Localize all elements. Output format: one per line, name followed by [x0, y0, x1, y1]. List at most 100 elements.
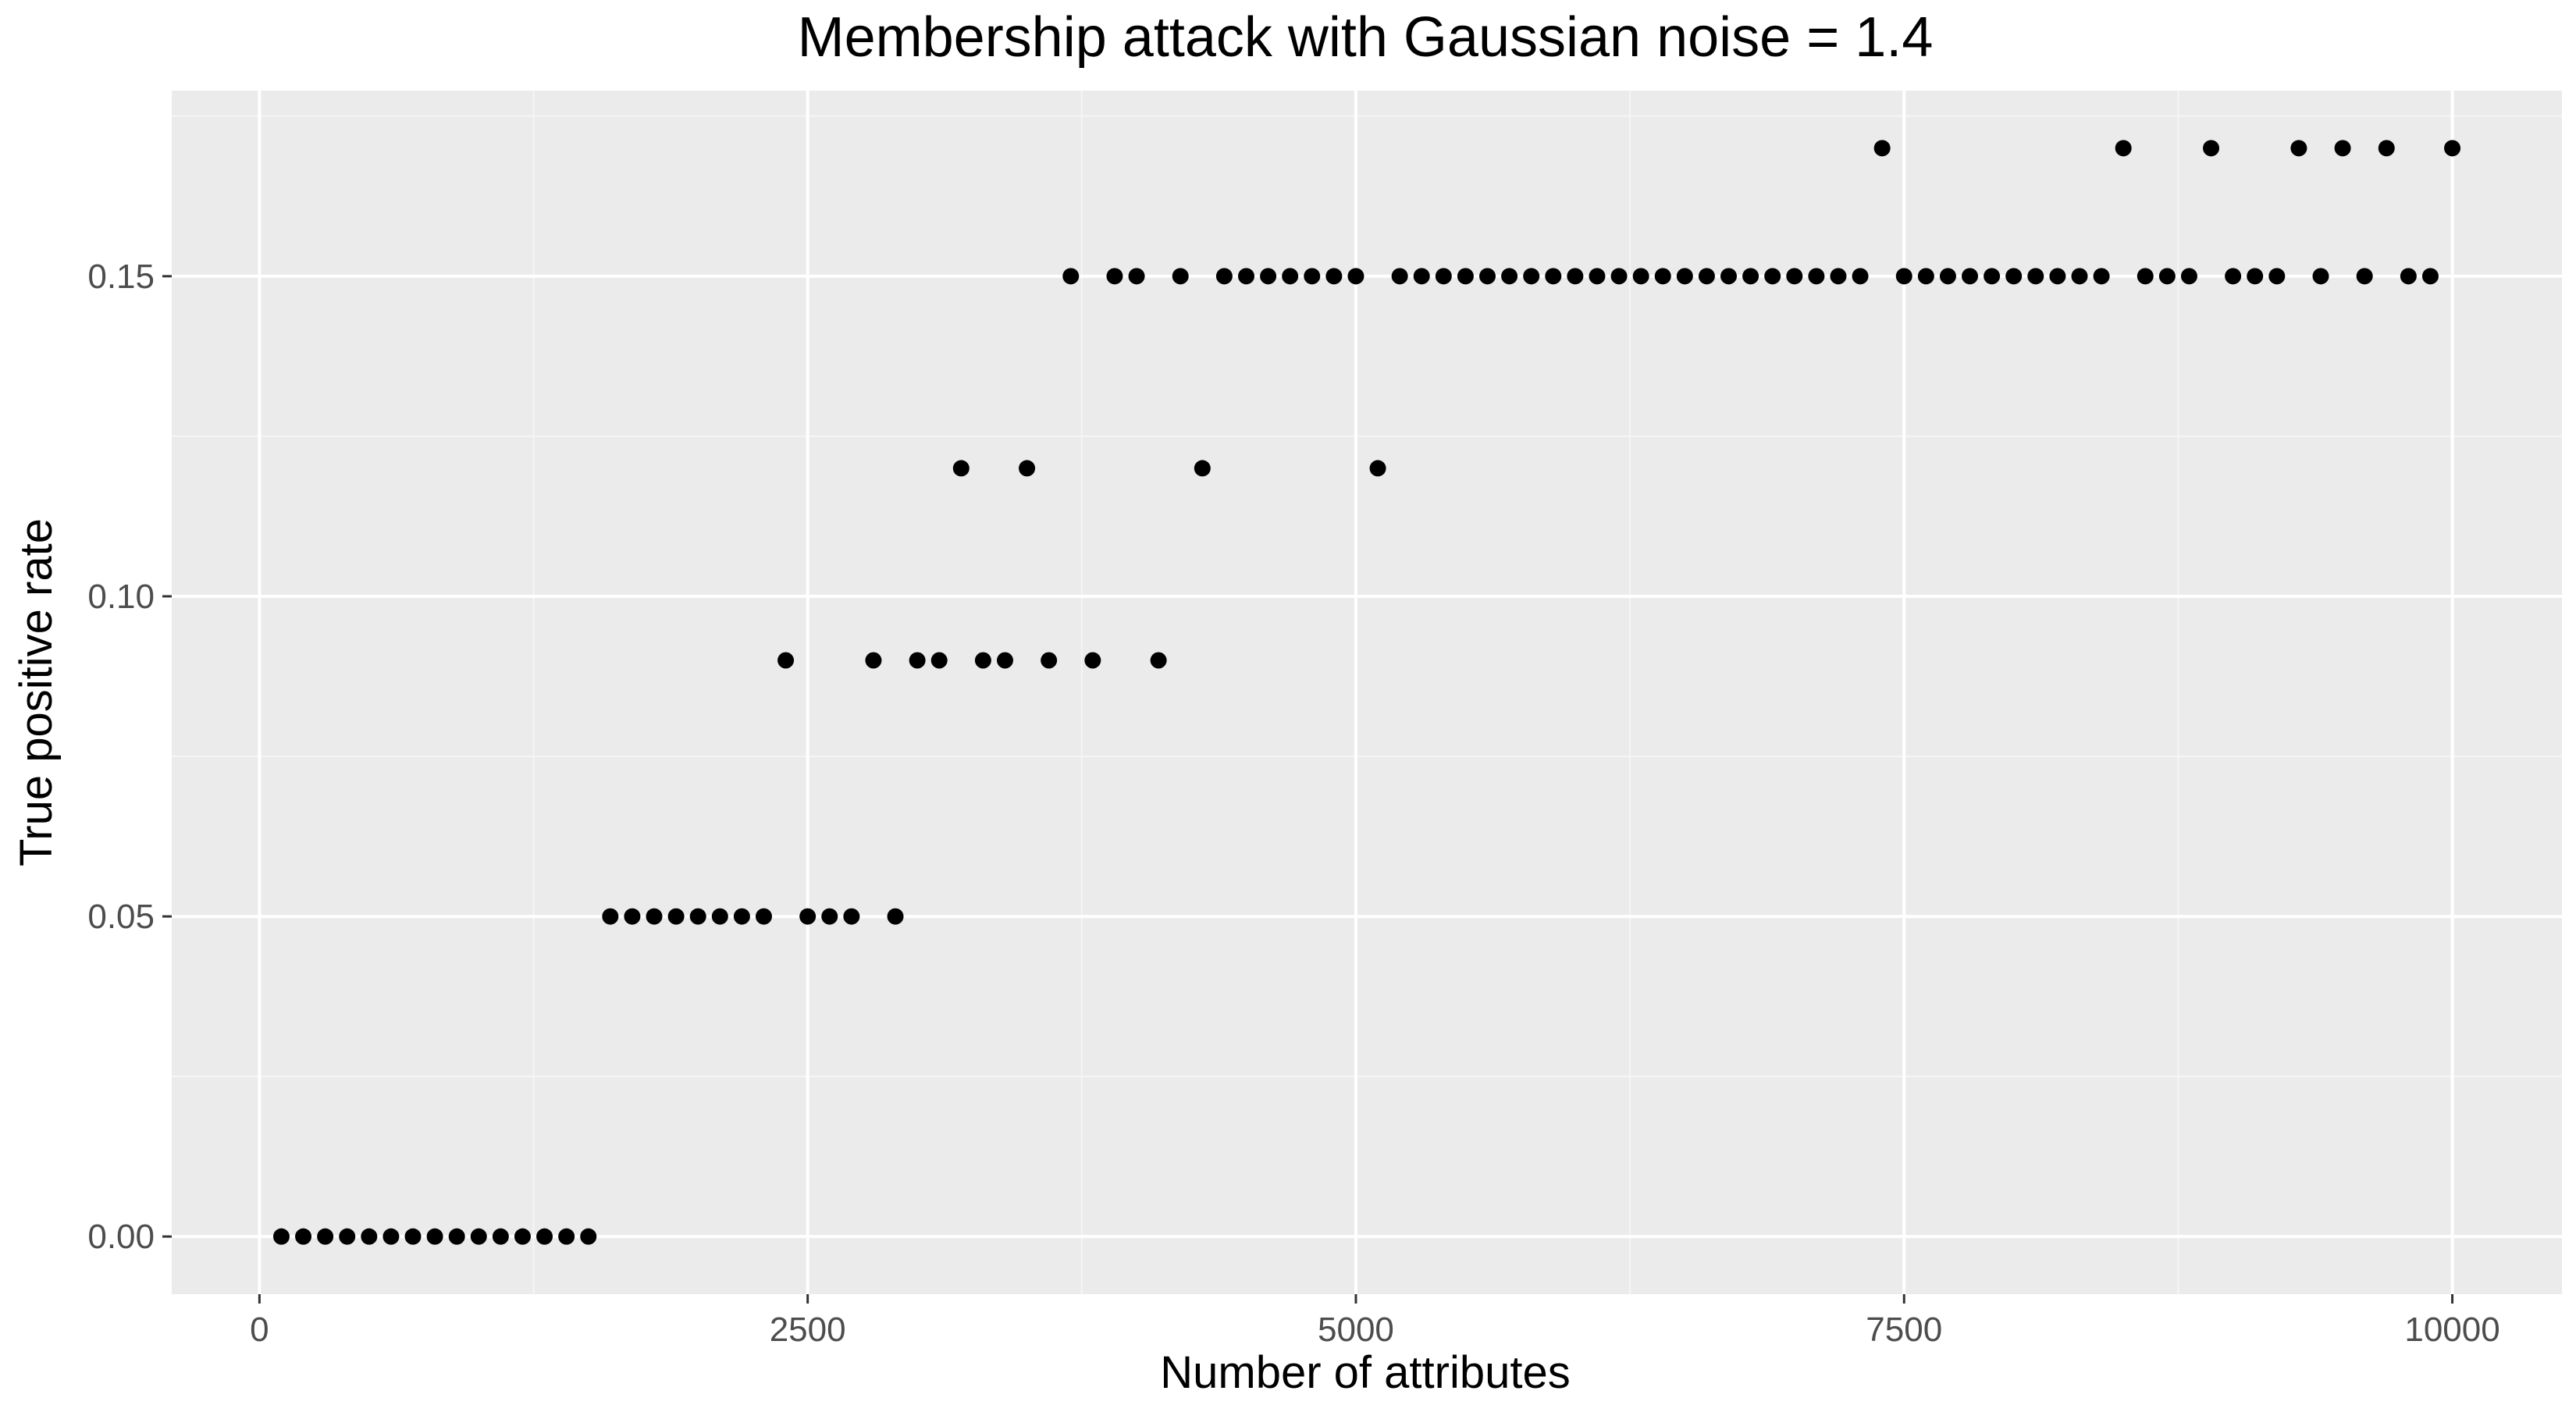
data-point: [426, 1228, 443, 1245]
data-point: [1150, 652, 1167, 669]
data-point: [514, 1228, 531, 1245]
data-point: [1282, 268, 1299, 285]
minor-gridlines: [172, 91, 2562, 1294]
data-point: [1720, 268, 1738, 285]
data-point: [996, 652, 1013, 669]
data-point: [1808, 268, 1825, 285]
data-point: [2137, 268, 2154, 285]
chart-title: Membership attack with Gaussian noise = …: [798, 6, 1934, 69]
data-point: [1984, 268, 2001, 285]
data-point: [711, 908, 728, 925]
data-point: [1545, 268, 1562, 285]
data-point: [1172, 268, 1189, 285]
data-point: [1325, 268, 1343, 285]
data-point: [1501, 268, 1518, 285]
data-point: [1457, 268, 1474, 285]
data-point: [887, 908, 904, 925]
data-point: [1106, 268, 1123, 285]
data-point: [1260, 268, 1277, 285]
y-tick-label: 0.00: [87, 1218, 155, 1256]
data-point: [1347, 268, 1364, 285]
x-axis-ticks: 0 2500 5000 7500 10000: [250, 1294, 2500, 1349]
x-tick-label: 7500: [1866, 1311, 1942, 1349]
data-point: [339, 1228, 356, 1245]
data-point: [2093, 268, 2110, 285]
y-tick-label: 0.05: [87, 898, 155, 936]
y-axis-ticks: 0.00 0.05 0.10 0.15: [87, 258, 172, 1256]
data-point: [1019, 460, 1036, 477]
data-point: [2180, 268, 2197, 285]
data-point: [952, 460, 970, 477]
data-point: [536, 1228, 553, 1245]
data-point: [1369, 460, 1386, 477]
x-tick-label: 10000: [2404, 1311, 2500, 1349]
data-point: [1610, 268, 1628, 285]
data-point: [909, 652, 926, 669]
data-point: [2115, 140, 2132, 157]
y-tick-label: 0.15: [87, 258, 155, 296]
data-point: [865, 652, 882, 669]
data-point: [1128, 268, 1145, 285]
data-point: [843, 908, 860, 925]
data-point: [2005, 268, 2023, 285]
data-point: [646, 908, 663, 925]
data-point: [1194, 460, 1211, 477]
data-point: [1479, 268, 1496, 285]
data-point: [1589, 268, 1606, 285]
data-point: [558, 1228, 575, 1245]
data-point: [2027, 268, 2044, 285]
data-point: [2400, 268, 2417, 285]
data-point: [317, 1228, 334, 1245]
data-point: [1632, 268, 1649, 285]
data-point: [470, 1228, 487, 1245]
data-points: [272, 140, 2461, 1245]
data-point: [2225, 268, 2242, 285]
x-axis-label: Number of attributes: [1160, 1347, 1570, 1398]
data-point: [624, 908, 641, 925]
data-point: [1215, 268, 1233, 285]
data-point: [2312, 268, 2329, 285]
data-point: [2378, 140, 2395, 157]
x-tick-label: 2500: [770, 1311, 846, 1349]
data-point: [1742, 268, 1759, 285]
data-point: [1939, 268, 1956, 285]
data-point: [1676, 268, 1693, 285]
data-point: [2290, 140, 2307, 157]
data-point: [1041, 652, 1058, 669]
data-point: [821, 908, 838, 925]
data-point: [974, 652, 991, 669]
data-point: [580, 1228, 597, 1245]
data-point: [602, 908, 619, 925]
data-point: [2444, 140, 2461, 157]
data-point: [777, 652, 795, 669]
data-point: [2268, 268, 2286, 285]
data-point: [2071, 268, 2088, 285]
data-point: [1654, 268, 1671, 285]
data-point: [1391, 268, 1408, 285]
data-point: [755, 908, 772, 925]
data-point: [1413, 268, 1430, 285]
data-point: [2049, 268, 2066, 285]
data-point: [1962, 268, 1979, 285]
data-point: [1873, 140, 1891, 157]
data-point: [2421, 268, 2439, 285]
data-point: [1852, 268, 1869, 285]
data-point: [2158, 268, 2176, 285]
data-point: [1917, 268, 1934, 285]
data-point: [799, 908, 817, 925]
data-point: [492, 1228, 509, 1245]
y-tick-label: 0.10: [87, 578, 155, 616]
data-point: [1567, 268, 1584, 285]
data-point: [1698, 268, 1715, 285]
data-point: [295, 1228, 312, 1245]
data-point: [1084, 652, 1101, 669]
data-point: [2356, 268, 2373, 285]
data-point: [2203, 140, 2220, 157]
plot-panel: [172, 91, 2562, 1294]
data-point: [689, 908, 706, 925]
data-point: [404, 1228, 422, 1245]
data-point: [667, 908, 685, 925]
data-point: [733, 908, 750, 925]
